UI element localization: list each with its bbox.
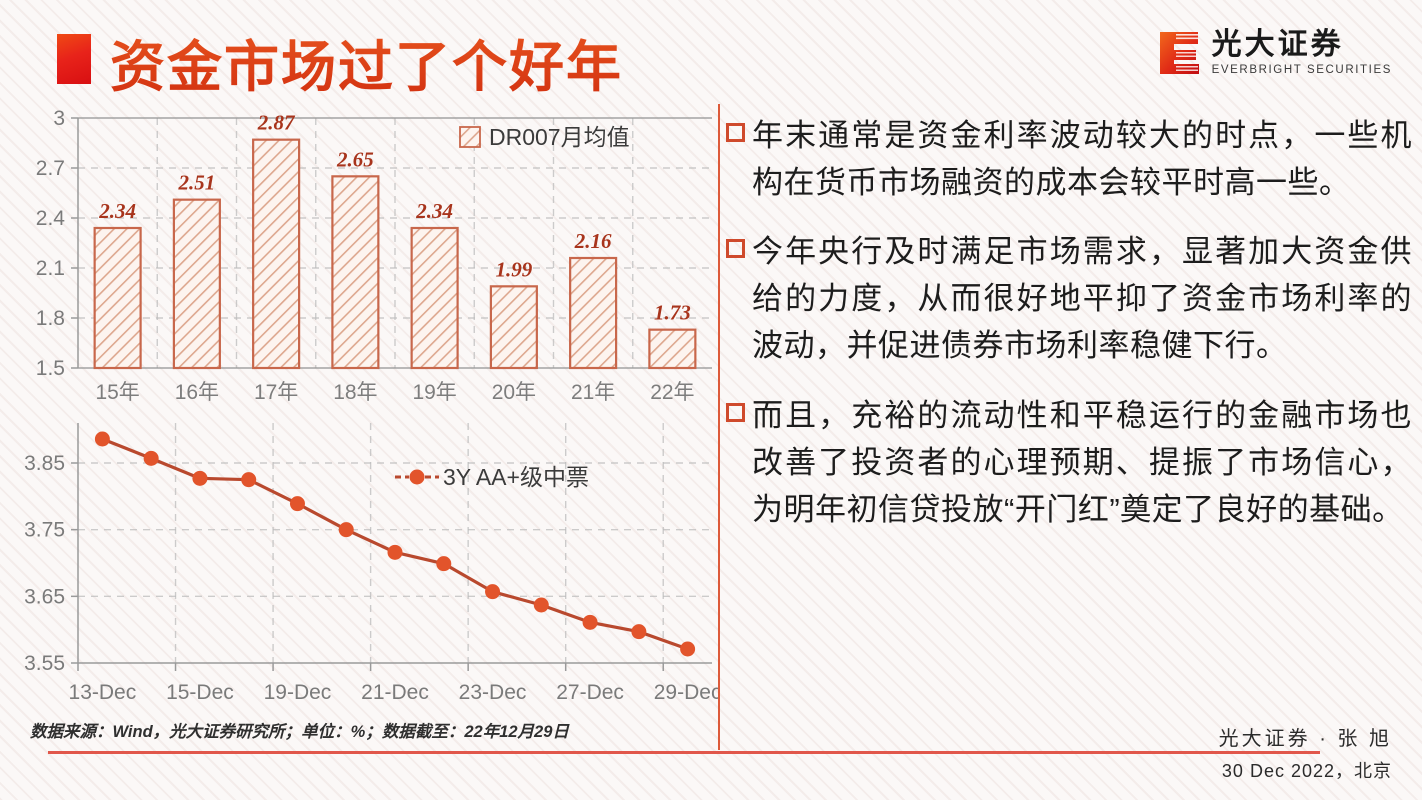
line-data-point [485,584,501,600]
svg-text:2.34: 2.34 [98,199,136,223]
bar-column [93,226,142,370]
title-accent-square [57,34,91,84]
line-data-point [533,597,549,613]
line-data-point [94,431,110,447]
bullet-text: 年末通常是资金利率波动较大的时点，一些机构在货币市场融资的成本会较平时高一些。 [752,118,1412,201]
svg-text:2.4: 2.4 [36,207,66,230]
svg-text:15-Dec: 15-Dec [166,681,234,704]
svg-text:16年: 16年 [175,381,219,404]
svg-text:1.99: 1.99 [496,257,533,281]
bullet-item: 今年央行及时满足市场需求，显著加大资金供给的力度，从而很好地平抑了资金市场利率的… [726,228,1412,369]
line-data-point [241,472,257,488]
bar-column [331,175,380,370]
page-title: 资金市场过了个好年 [110,22,623,102]
line-data-point [289,496,305,512]
svg-text:2.34: 2.34 [415,199,453,223]
svg-text:3Y AA+级中票: 3Y AA+级中票 [443,464,589,490]
source-note: 数据来源：Wind，光大证券研究所；单位：%；数据截至：22年12月29日 [30,723,569,741]
column-divider [718,104,720,750]
square-bullet-icon [726,239,745,259]
svg-text:1.8: 1.8 [36,307,65,330]
bar-chart-dr007: 1.5 1.8 2.1 2.4 2.7 3 2.34 2.51 2.87 2.65 2.34 1.9… [0,100,718,405]
bullets-column: 年末通常是资金利率波动较大的时点，一些机构在货币市场融资的成本会较平时高一些。 … [726,112,1412,555]
line-data-point [338,522,354,538]
svg-text:13-Dec: 13-Dec [69,681,137,704]
bar-column [489,285,538,370]
line-data-point [387,544,403,560]
line-data-point [143,450,159,466]
svg-text:2.16: 2.16 [574,229,612,253]
everbright-e-mark-icon [1158,30,1200,76]
svg-text:DR007月均值: DR007月均值 [489,124,630,150]
line-chart-3y-aa-plus: 3.55 3.65 3.75 3.85 13-Dec 15-Dec 19-Dec 21-De… [0,405,721,800]
svg-text:23-Dec: 23-Dec [459,681,527,704]
bar-column [410,226,459,370]
brand-logo: 光大证券 EVERBRIGHT SECURITIES [1158,30,1392,77]
svg-text:3.55: 3.55 [24,652,65,675]
footer-date: 30 Dec 2022，北京 [1221,761,1392,781]
footer-author: 光大证券 · 张 旭 [1218,728,1392,750]
line-data-point [631,624,647,640]
bullet-text: 今年央行及时满足市场需求，显著加大资金供给的力度，从而很好地平抑了资金市场利率的… [752,234,1412,364]
svg-text:19年: 19年 [412,381,456,404]
svg-text:3.85: 3.85 [24,452,65,475]
charts-column: 1.5 1.8 2.1 2.4 2.7 3 2.34 2.51 2.87 2.65 2.34 1.9… [0,100,721,750]
bullet-text: 而且，充裕的流动性和平稳运行的金融市场也改善了投资者的心理预期、提振了市场信心，… [752,397,1412,527]
line-data-point [192,470,208,486]
svg-text:2.65: 2.65 [336,147,374,171]
svg-text:15年: 15年 [95,381,139,404]
svg-text:2.87: 2.87 [257,111,296,135]
svg-text:21-Dec: 21-Dec [361,681,429,704]
svg-text:18年: 18年 [333,381,377,404]
line-chart-legend: 3Y AA+级中票 [395,464,589,490]
svg-text:2.51: 2.51 [178,171,216,195]
bullet-item: 而且，充裕的流动性和平稳运行的金融市场也改善了投资者的心理预期、提振了市场信心，… [726,392,1412,533]
svg-text:22年: 22年 [650,381,694,404]
bar-column [252,138,301,370]
svg-text:17年: 17年 [254,381,298,404]
slide-header: 资金市场过了个好年 [0,0,1422,100]
svg-text:1.73: 1.73 [654,301,691,325]
line-data-point [436,556,452,572]
bar-column [172,198,221,370]
logo-text-english: EVERBRIGHT SECURITIES [1211,64,1392,76]
svg-text:3.75: 3.75 [24,519,65,542]
svg-text:3.65: 3.65 [24,585,65,608]
bottom-divider-rule [48,751,1320,754]
svg-text:3: 3 [53,107,65,130]
svg-text:1.5: 1.5 [36,357,65,380]
svg-text:29-Dec: 29-Dec [654,681,718,704]
bar-column [648,328,697,370]
square-bullet-icon [726,402,745,422]
line-data-point [582,614,598,630]
svg-text:20年: 20年 [492,381,536,404]
slide-footer: 光大证券 · 张 旭 30 Dec 2022，北京 [1219,722,1392,783]
bullet-item: 年末通常是资金利率波动较大的时点，一些机构在货币市场融资的成本会较平时高一些。 [726,112,1412,206]
square-bullet-icon [726,123,745,142]
svg-text:19-Dec: 19-Dec [264,681,332,704]
line-data-point [680,641,696,657]
svg-text:2.7: 2.7 [36,157,65,180]
bar-chart-legend: DR007月均值 [459,124,630,150]
bar-column [569,256,618,370]
svg-text:27-Dec: 27-Dec [556,681,624,704]
svg-text:21年: 21年 [571,381,615,404]
logo-text-chinese: 光大证券 [1211,28,1344,61]
svg-text:2.1: 2.1 [36,257,65,280]
